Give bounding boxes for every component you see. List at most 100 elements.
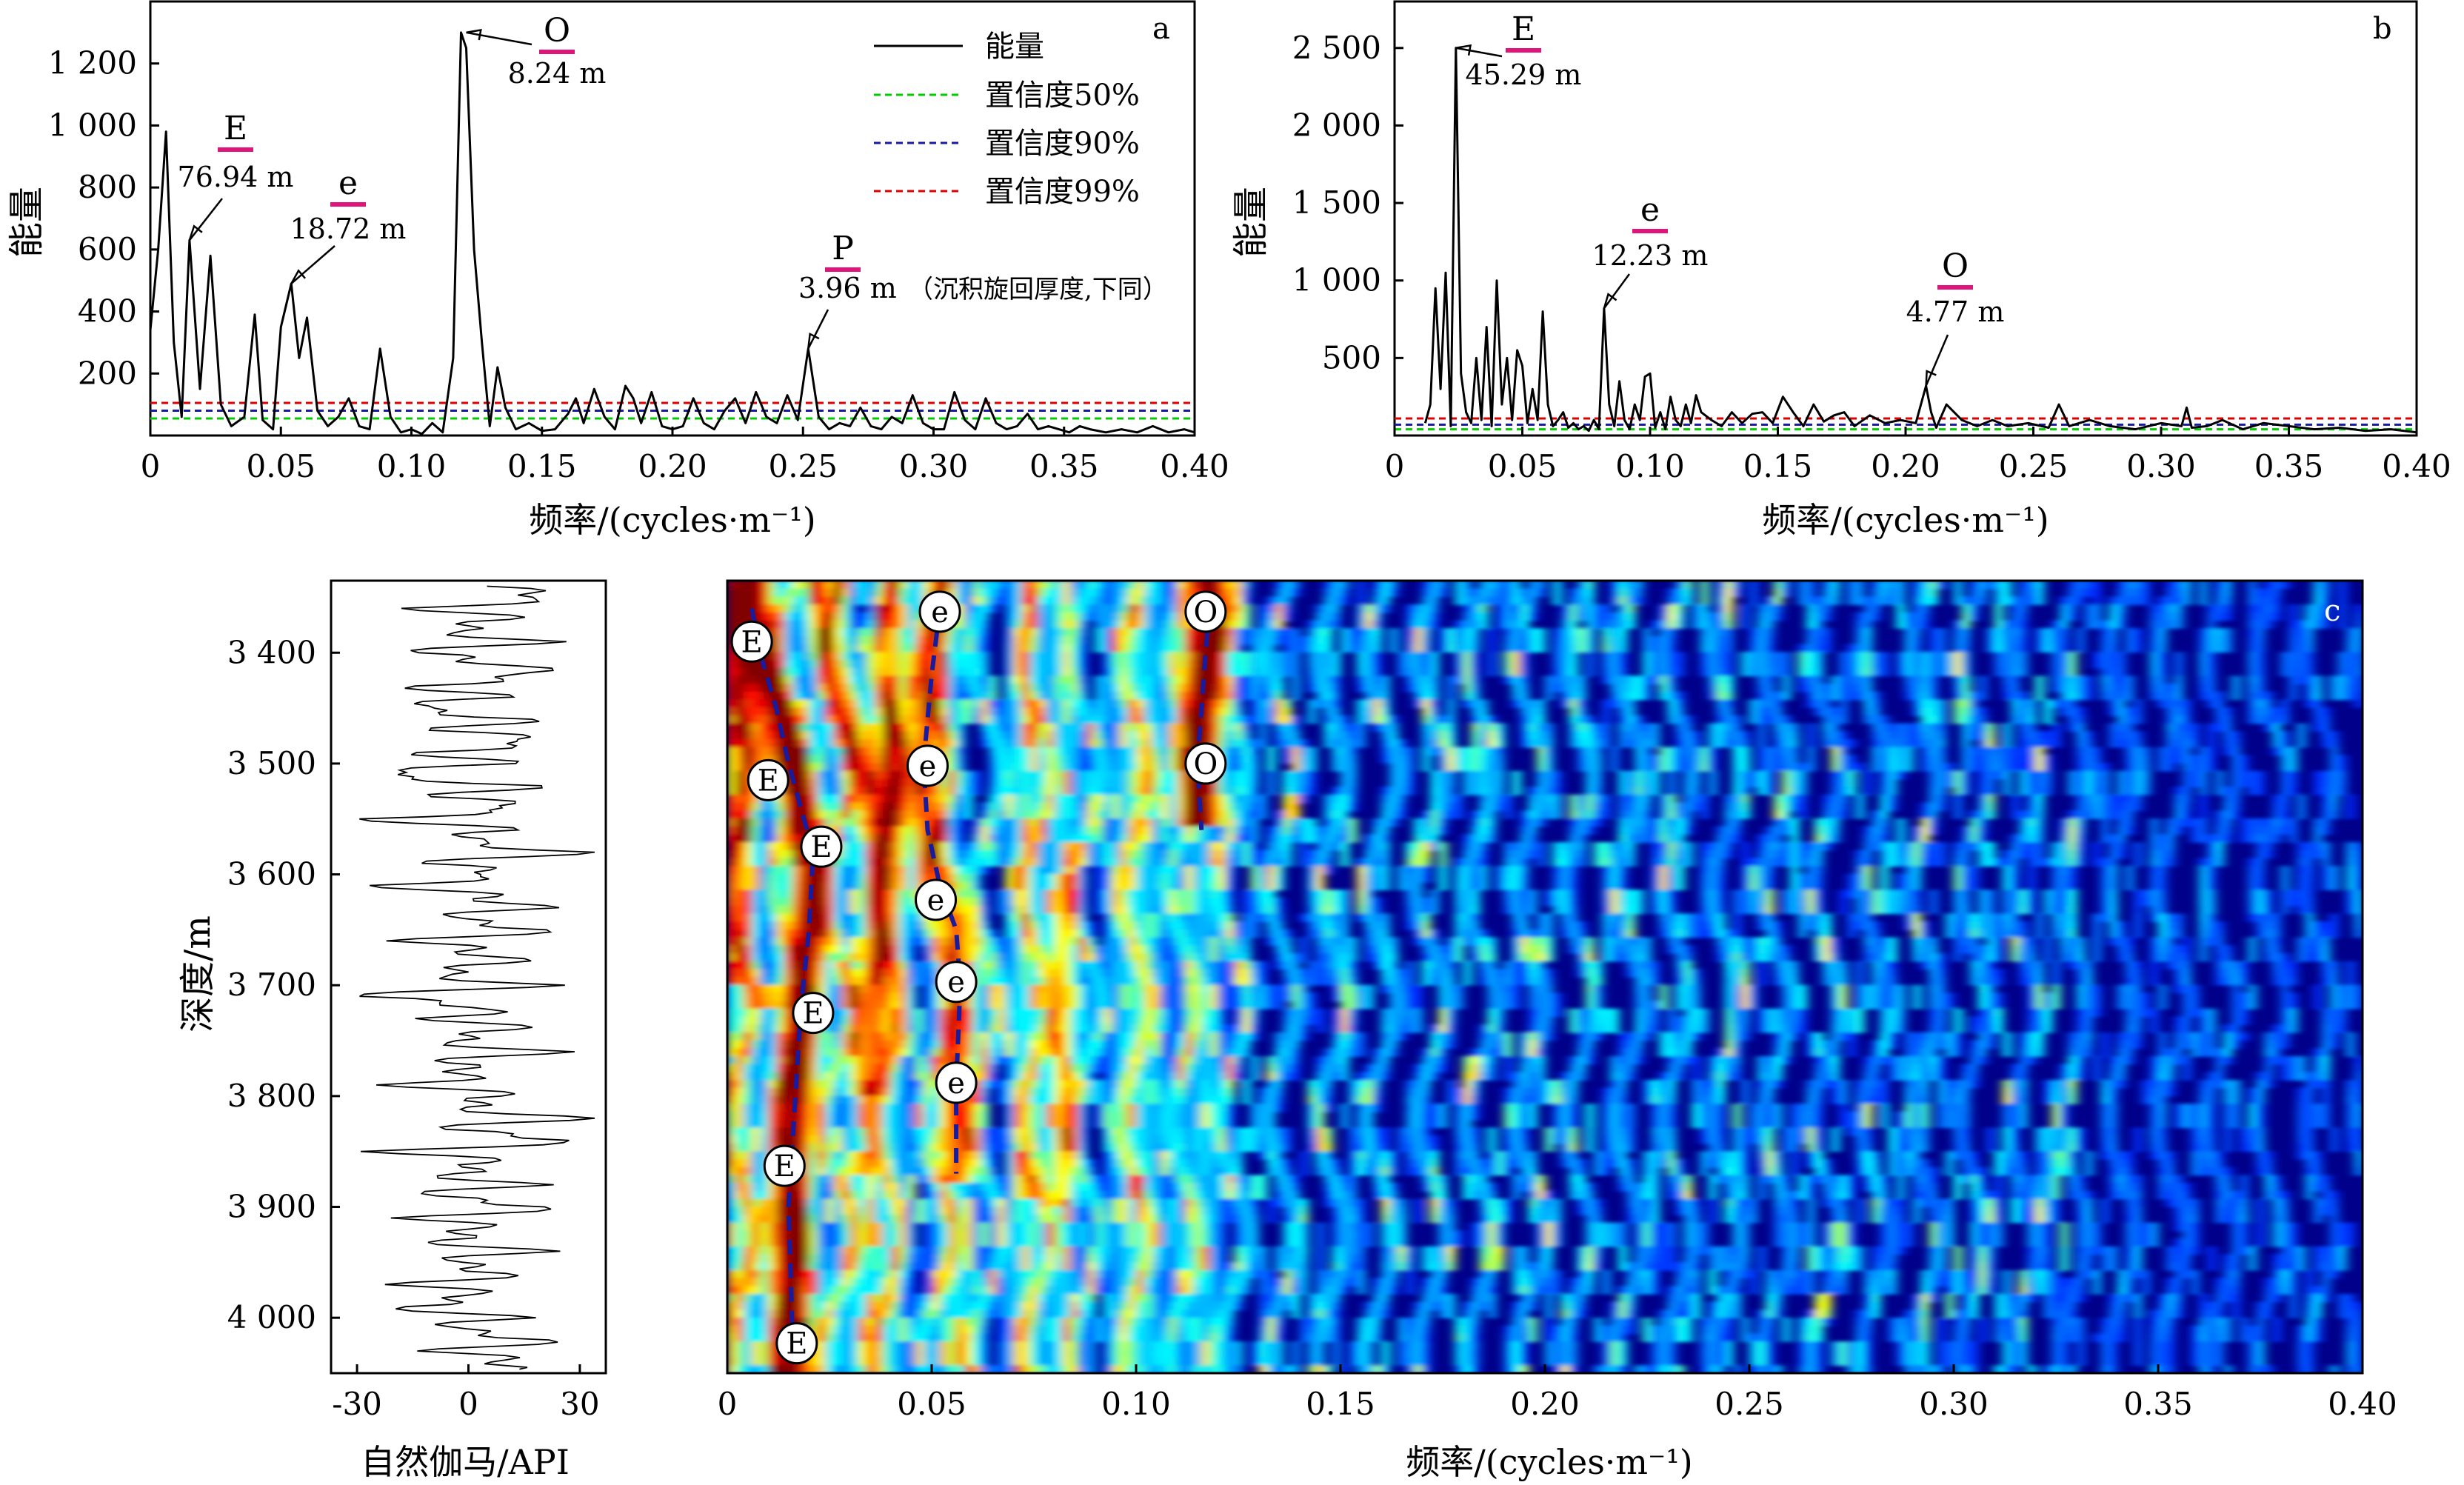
heat-cell bbox=[752, 731, 761, 740]
heat-cell bbox=[1586, 660, 1595, 669]
heat-cell bbox=[2158, 763, 2167, 772]
heat-cell bbox=[1586, 763, 1595, 772]
heat-cell bbox=[1266, 715, 1276, 724]
heat-cell bbox=[2035, 770, 2045, 780]
heat-cell bbox=[1038, 604, 1047, 613]
heat-cell bbox=[1062, 810, 1072, 819]
legend-label-99: 置信度99% bbox=[985, 175, 1140, 209]
heat-cell bbox=[981, 652, 989, 661]
heat-cell bbox=[1561, 620, 1570, 629]
heat-cell bbox=[1103, 588, 1112, 598]
panel-a: 0 0.05 0.10 0.15 0.20 0.25 0.30 0.35 0.40 200400… bbox=[6, 0, 1229, 540]
heat-cell bbox=[1904, 684, 1914, 693]
heat-cell bbox=[2223, 818, 2233, 827]
heat-cell bbox=[2003, 581, 2011, 590]
heat-cell bbox=[1962, 628, 1971, 637]
heat-cell bbox=[784, 794, 794, 804]
heat-cell bbox=[1078, 755, 1088, 764]
heat-cell bbox=[956, 802, 965, 812]
heat-cell bbox=[866, 715, 875, 724]
heat-cell bbox=[1520, 620, 1529, 629]
heat-cell bbox=[1667, 612, 1677, 621]
heat-cell bbox=[1136, 715, 1145, 724]
heat-cell bbox=[2035, 635, 2045, 645]
heat-cell bbox=[1553, 644, 1562, 653]
heat-cell bbox=[858, 596, 867, 605]
heat-cell bbox=[1038, 763, 1047, 772]
heat-cell bbox=[1095, 763, 1104, 772]
heat-cell bbox=[1708, 628, 1717, 637]
heat-cell bbox=[1594, 794, 1603, 804]
heat-cell bbox=[768, 588, 777, 598]
heat-cell bbox=[1299, 763, 1309, 772]
heat-cell bbox=[2084, 620, 2094, 629]
heat-cell bbox=[2272, 810, 2282, 819]
heat-cell bbox=[1038, 707, 1047, 716]
heat-cell bbox=[2068, 818, 2077, 827]
heat-cell bbox=[1569, 684, 1578, 693]
heat-cell bbox=[1275, 707, 1284, 716]
heat-cell bbox=[1398, 652, 1407, 661]
heat-cell bbox=[1766, 612, 1774, 621]
heat-cell bbox=[1029, 652, 1039, 661]
heat-cell bbox=[997, 810, 1006, 819]
heat-cell bbox=[1111, 818, 1121, 827]
heat-cell bbox=[1487, 596, 1497, 605]
heat-cell bbox=[1013, 834, 1023, 843]
heat-cell bbox=[849, 826, 859, 835]
heat-cell bbox=[792, 755, 802, 764]
heat-cell bbox=[2346, 652, 2355, 661]
heat-cell bbox=[1046, 699, 1055, 708]
heat-cell bbox=[1291, 755, 1301, 764]
heat-cell bbox=[801, 604, 810, 613]
heat-cell bbox=[1250, 628, 1260, 637]
heat-cell bbox=[2207, 635, 2216, 645]
heat-cell bbox=[1610, 620, 1620, 629]
heat-cell bbox=[2256, 684, 2266, 693]
heat-cell bbox=[1659, 675, 1669, 684]
heat-cell bbox=[768, 842, 777, 851]
heat-cell bbox=[2321, 794, 2331, 804]
heat-cell bbox=[1234, 652, 1243, 661]
heat-cell bbox=[1054, 802, 1064, 812]
heat-cell bbox=[1880, 834, 1889, 843]
heat-cell bbox=[1373, 691, 1382, 701]
heat-cell bbox=[1152, 826, 1161, 835]
heat-cell bbox=[1038, 684, 1047, 693]
heat-cell bbox=[833, 644, 843, 653]
heat-cell bbox=[1970, 596, 1979, 605]
heat-cell bbox=[1586, 628, 1595, 637]
heat-cell bbox=[981, 644, 989, 653]
heat-cell bbox=[1005, 810, 1015, 819]
heat-cell bbox=[1667, 699, 1677, 708]
heat-cell bbox=[1774, 581, 1783, 590]
heat-cell bbox=[1569, 644, 1578, 653]
heat-cell bbox=[768, 723, 777, 733]
heat-cell bbox=[866, 739, 875, 748]
heat-cell bbox=[1839, 747, 1849, 756]
heat-cell bbox=[1978, 810, 1987, 819]
heat-cell bbox=[744, 588, 752, 598]
heat-cell bbox=[1528, 818, 1538, 827]
heat-cell bbox=[1414, 699, 1423, 708]
heat-cell bbox=[1888, 778, 1897, 787]
heat-cell bbox=[760, 596, 769, 605]
heat-cell bbox=[1618, 818, 1628, 827]
heat-cell bbox=[1954, 660, 1963, 669]
heat-cell bbox=[2068, 667, 2077, 677]
heat-cell bbox=[1185, 675, 1194, 684]
heat-cell bbox=[1798, 660, 1807, 669]
heat-cell bbox=[1904, 644, 1914, 653]
heat-cell bbox=[752, 588, 761, 598]
heat-cell bbox=[2256, 778, 2266, 787]
y-tick-label: 1 200 bbox=[48, 45, 137, 81]
heat-cell bbox=[1234, 691, 1243, 701]
heat-cell bbox=[1463, 612, 1472, 621]
heat-cell bbox=[1471, 787, 1480, 795]
heat-cell bbox=[2248, 620, 2257, 629]
heat-cell bbox=[1291, 684, 1301, 693]
heat-cell bbox=[2215, 635, 2225, 645]
heat-cell bbox=[2321, 787, 2331, 795]
heat-cell bbox=[2141, 581, 2151, 590]
heat-cell bbox=[1774, 810, 1783, 819]
